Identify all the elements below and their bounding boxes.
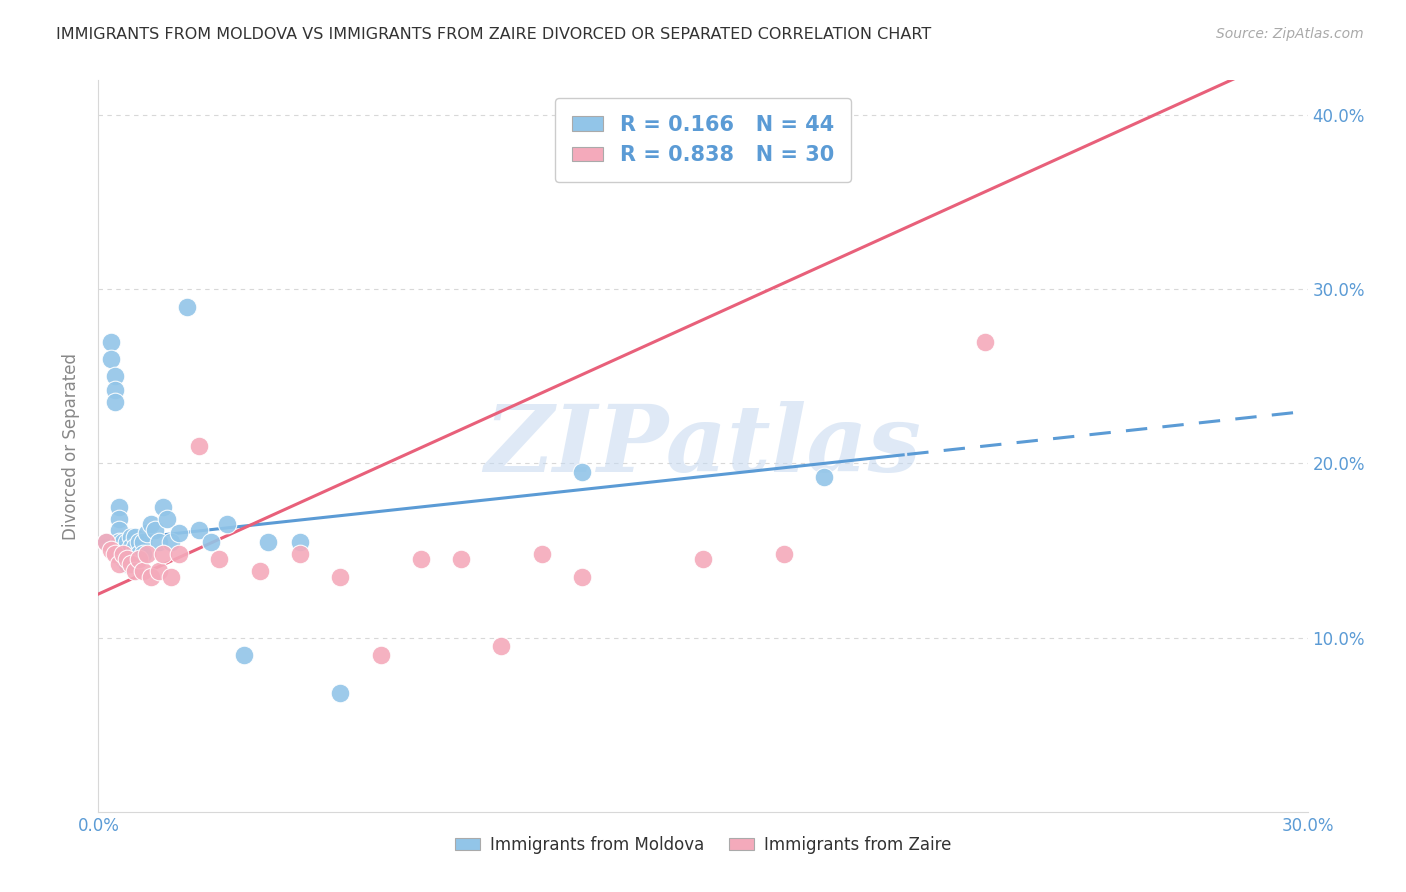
- Point: [124, 530, 146, 544]
- Point: [200, 534, 222, 549]
- Point: [100, 351, 122, 366]
- Point: [249, 565, 271, 579]
- Point: [132, 547, 155, 561]
- Point: [103, 395, 125, 409]
- Point: [152, 500, 174, 514]
- Point: [176, 300, 198, 314]
- Point: [103, 547, 125, 561]
- Point: [111, 547, 134, 561]
- Point: [124, 550, 146, 565]
- Point: [107, 534, 129, 549]
- Point: [148, 534, 170, 549]
- Point: [491, 640, 513, 654]
- Point: [107, 523, 129, 537]
- Point: [120, 530, 142, 544]
- Point: [120, 558, 142, 572]
- Point: [208, 552, 231, 566]
- Point: [139, 569, 162, 583]
- Point: [107, 500, 129, 514]
- Text: Source: ZipAtlas.com: Source: ZipAtlas.com: [1216, 27, 1364, 41]
- Point: [813, 470, 835, 484]
- Point: [409, 552, 432, 566]
- Text: IMMIGRANTS FROM MOLDOVA VS IMMIGRANTS FROM ZAIRE DIVORCED OR SEPARATED CORRELATI: IMMIGRANTS FROM MOLDOVA VS IMMIGRANTS FR…: [56, 27, 932, 42]
- Point: [128, 534, 150, 549]
- Legend: Immigrants from Moldova, Immigrants from Zaire: Immigrants from Moldova, Immigrants from…: [446, 827, 960, 862]
- Point: [128, 552, 150, 566]
- Point: [571, 569, 593, 583]
- Point: [128, 547, 150, 561]
- Point: [111, 534, 134, 549]
- Point: [217, 517, 239, 532]
- Point: [188, 439, 211, 453]
- Point: [107, 558, 129, 572]
- Point: [450, 552, 472, 566]
- Point: [288, 534, 311, 549]
- Point: [167, 526, 190, 541]
- Point: [256, 534, 278, 549]
- Point: [100, 543, 122, 558]
- Point: [156, 512, 179, 526]
- Point: [103, 384, 125, 398]
- Point: [160, 569, 183, 583]
- Point: [115, 552, 138, 566]
- Point: [530, 547, 553, 561]
- Point: [329, 569, 352, 583]
- Text: ZIPatlas: ZIPatlas: [485, 401, 921, 491]
- Point: [232, 648, 254, 662]
- Point: [329, 686, 352, 700]
- Point: [135, 547, 157, 561]
- Point: [974, 334, 997, 349]
- Y-axis label: Divorced or Separated: Divorced or Separated: [62, 352, 80, 540]
- Point: [139, 517, 162, 532]
- Point: [100, 334, 122, 349]
- Point: [111, 552, 134, 566]
- Point: [111, 543, 134, 558]
- Point: [152, 547, 174, 561]
- Point: [132, 534, 155, 549]
- Point: [772, 547, 794, 561]
- Point: [148, 565, 170, 579]
- Point: [167, 547, 190, 561]
- Point: [370, 648, 392, 662]
- Point: [115, 534, 138, 549]
- Point: [96, 534, 118, 549]
- Point: [115, 547, 138, 561]
- Point: [571, 465, 593, 479]
- Point: [135, 526, 157, 541]
- Point: [288, 547, 311, 561]
- Point: [120, 540, 142, 554]
- Point: [692, 552, 714, 566]
- Point: [96, 534, 118, 549]
- Point: [188, 523, 211, 537]
- Point: [103, 369, 125, 384]
- Point: [107, 512, 129, 526]
- Point: [115, 558, 138, 572]
- Point: [124, 565, 146, 579]
- Point: [124, 540, 146, 554]
- Point: [120, 550, 142, 565]
- Point: [143, 523, 166, 537]
- Point: [132, 565, 155, 579]
- Point: [160, 534, 183, 549]
